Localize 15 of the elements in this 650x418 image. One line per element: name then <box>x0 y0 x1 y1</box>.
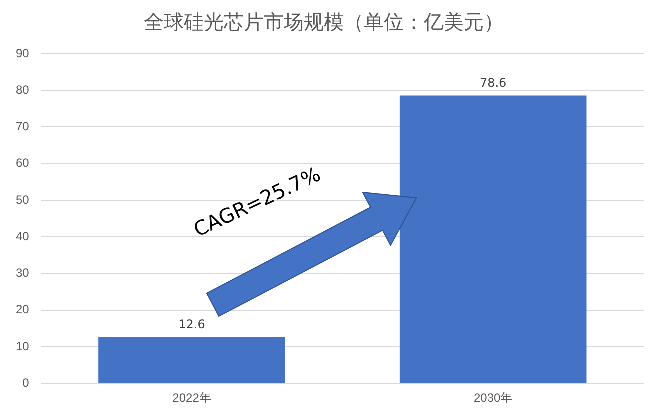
y-tick-label: 50 <box>16 192 30 207</box>
x-tick-label: 2030年 <box>474 391 513 406</box>
y-tick-label: 20 <box>16 302 30 317</box>
y-tick-label: 30 <box>16 266 30 280</box>
y-tick-label: 60 <box>16 156 30 170</box>
y-tick-label: 10 <box>16 339 30 354</box>
y-tick-label: 70 <box>16 120 30 134</box>
data-label: 78.6 <box>480 76 507 90</box>
y-tick-label: 90 <box>16 46 30 60</box>
y-tick-label: 80 <box>16 82 30 97</box>
y-tick-label: 40 <box>16 229 30 244</box>
data-label: 12.6 <box>178 318 206 332</box>
x-tick-label: 2022年 <box>172 391 212 406</box>
chart-title: 全球硅光芯片市场规模（单位：亿美元） <box>144 10 504 34</box>
y-tick-label: 0 <box>22 376 30 390</box>
